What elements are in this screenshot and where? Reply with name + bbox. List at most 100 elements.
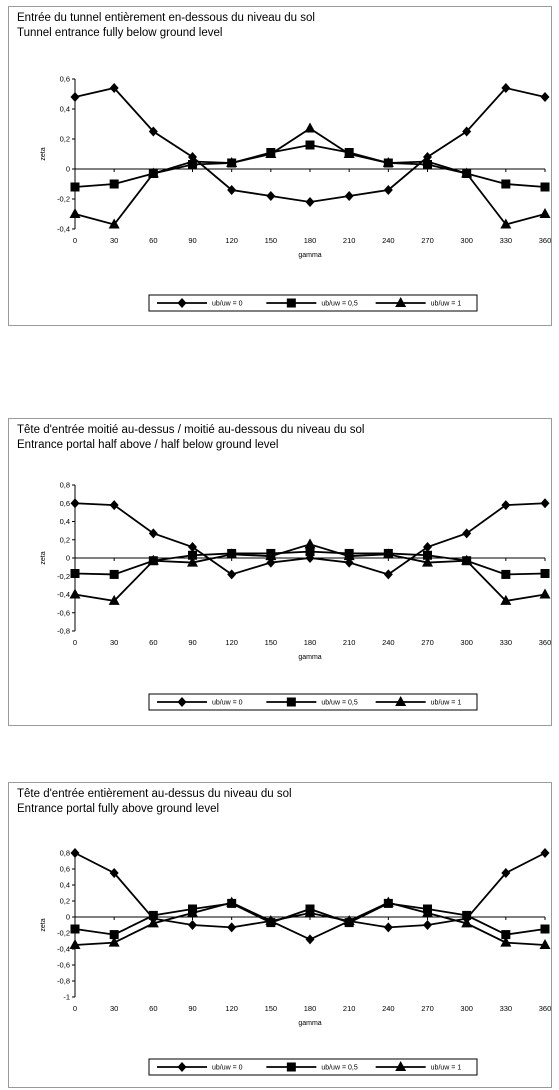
- data-point: [305, 934, 315, 945]
- data-point: [265, 148, 277, 158]
- x-tick-label: 90: [188, 638, 196, 647]
- legend: ub/uw = 0 ub/uw = 0,5 ub/uw = 1: [148, 294, 478, 312]
- data-point: [265, 550, 277, 561]
- y-tick-label: -0,4: [57, 225, 70, 234]
- data-point: [70, 924, 80, 934]
- x-tick-label: 180: [304, 1004, 317, 1013]
- x-tick-label: 240: [382, 236, 395, 245]
- y-tick-label: 0,2: [60, 135, 70, 144]
- data-point: [108, 594, 120, 605]
- data-point: [109, 868, 119, 878]
- x-tick-label: 90: [188, 236, 196, 245]
- legend-marker: [395, 1061, 407, 1071]
- y-tick-label: 0: [66, 554, 70, 563]
- data-point: [187, 556, 198, 567]
- y-tick-label: 0,2: [60, 897, 70, 906]
- y-tick-label: -0,2: [57, 195, 70, 204]
- data-point: [383, 922, 393, 933]
- data-point: [422, 155, 433, 166]
- chart-title-en: Tunnel entrance fully below ground level: [17, 27, 223, 39]
- series-line: [74, 144, 546, 188]
- data-point: [227, 922, 237, 933]
- legend-label: ub/uw = 1: [431, 700, 462, 707]
- x-tick-label: 60: [149, 638, 157, 647]
- chart-title: Tête d'entrée moitié au-dessus / moitié …: [17, 423, 364, 453]
- x-tick-label: 210: [343, 236, 356, 245]
- data-point: [188, 542, 197, 553]
- legend-marker: [286, 697, 296, 707]
- data-point: [422, 907, 433, 917]
- series-triangle: [69, 538, 551, 605]
- x-tick-label: 0: [73, 1004, 77, 1013]
- chart-title: Tête d'entrée entièrement au-dessus du n…: [17, 787, 292, 817]
- legend-label: ub/uw = 1: [431, 1065, 462, 1072]
- x-tick-label: 300: [460, 236, 473, 245]
- legend-marker: [395, 696, 407, 706]
- x-tick-label: 150: [265, 236, 278, 245]
- x-tick-label: 30: [110, 638, 118, 647]
- data-point: [383, 569, 393, 580]
- data-point: [304, 538, 316, 549]
- data-point: [500, 594, 512, 605]
- data-point: [227, 569, 237, 580]
- x-tick-label: 0: [73, 236, 77, 245]
- x-axis-label: gamma: [298, 1020, 321, 1027]
- data-point: [70, 182, 80, 192]
- chart-svg: 0,80,60,40,20-0,2-0,4-0,6-0,80 30 60 90 120 1…: [40, 481, 551, 711]
- data-point: [70, 92, 80, 102]
- data-point: [343, 915, 355, 925]
- data-point: [147, 917, 159, 928]
- chart-svg: 0,60,40,20-0,2-0,40 30 60 90 120 150 180 210 240…: [40, 75, 551, 312]
- legend: ub/uw = 0 ub/uw = 0,5 ub/uw = 1: [148, 693, 478, 711]
- x-tick-label: 120: [225, 236, 238, 245]
- chart-title-en: Entrance portal half above / half below …: [17, 439, 279, 451]
- data-point: [109, 500, 119, 511]
- legend-label: ub/uw = 1: [431, 301, 462, 308]
- data-point: [148, 910, 158, 920]
- x-tick-label: 240: [382, 638, 395, 647]
- series-triangle: [69, 896, 551, 949]
- y-tick-label: -0,4: [57, 590, 70, 599]
- y-tick-label: -1: [63, 993, 70, 1002]
- data-point: [462, 910, 472, 920]
- chart-title-fr: Tête d'entrée moitié au-dessus / moitié …: [17, 424, 365, 436]
- data-point: [226, 157, 238, 167]
- y-tick-label: -0,6: [57, 608, 70, 617]
- series-square: [70, 140, 550, 192]
- data-point: [500, 218, 512, 229]
- y-tick-label: 0,8: [60, 849, 70, 858]
- data-point: [540, 924, 550, 934]
- y-tick-label: 0,4: [60, 881, 70, 890]
- data-point: [501, 500, 511, 511]
- data-point: [462, 528, 472, 539]
- y-tick-label: 0,2: [60, 535, 70, 544]
- data-point: [265, 915, 277, 925]
- y-tick-label: -0,2: [57, 572, 70, 581]
- x-tick-label: 330: [500, 236, 513, 245]
- series-triangle: [69, 122, 551, 229]
- data-point: [227, 185, 237, 195]
- x-tick-label: 150: [265, 638, 278, 647]
- data-point: [305, 140, 315, 150]
- data-point: [423, 542, 432, 553]
- chart-svg: 0,80,60,40,20-0,2-0,4-0,6-0,8-10 30 60 90 12…: [40, 848, 551, 1076]
- x-tick-label: 300: [460, 638, 473, 647]
- legend-marker: [286, 1062, 296, 1072]
- y-tick-label: 0,6: [60, 865, 70, 874]
- data-point: [540, 569, 550, 579]
- x-tick-label: 30: [110, 1004, 118, 1013]
- data-point: [462, 126, 472, 137]
- data-point: [69, 588, 81, 599]
- legend-label: ub/uw = 0: [212, 1065, 243, 1072]
- x-tick-label: 210: [343, 1004, 356, 1013]
- series-diamond: [70, 498, 550, 580]
- chart-panel-3: Tête d'entrée entièrement au-dessus du n…: [8, 782, 552, 1088]
- y-axis-label: zeta: [40, 551, 47, 564]
- x-tick-label: 270: [421, 236, 434, 245]
- x-tick-label: 60: [149, 1004, 157, 1013]
- data-point: [266, 191, 276, 201]
- data-point: [423, 550, 432, 560]
- data-point: [539, 208, 551, 218]
- y-tick-label: -0,6: [57, 961, 70, 970]
- chart-panel-2: Tête d'entrée moitié au-dessus / moitié …: [8, 418, 552, 726]
